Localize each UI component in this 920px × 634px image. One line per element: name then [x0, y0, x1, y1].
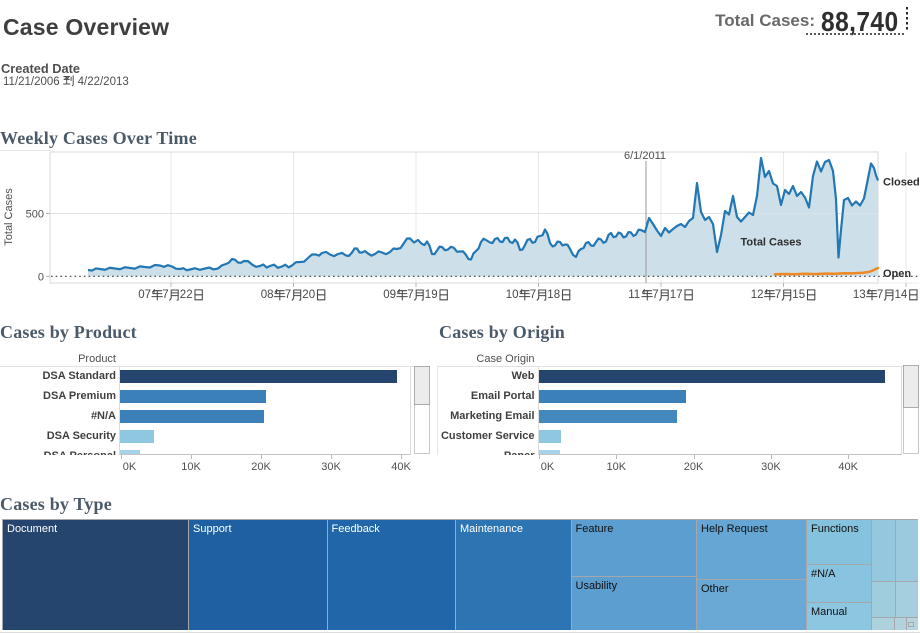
svg-text:Open: Open	[883, 268, 911, 280]
svg-text:Total Cases: Total Cases	[741, 237, 802, 249]
svg-text:7: 7	[162, 289, 168, 301]
svg-text:Closed: Closed	[883, 177, 920, 189]
svg-text:13: 13	[853, 289, 866, 301]
svg-text:08: 08	[261, 289, 274, 301]
svg-text:7: 7	[652, 289, 658, 301]
svg-text:7: 7	[530, 289, 536, 301]
svg-text:6/1/2011: 6/1/2011	[624, 150, 666, 162]
svg-text:7: 7	[877, 289, 883, 301]
svg-text:7: 7	[285, 289, 291, 301]
svg-text:7: 7	[775, 289, 781, 301]
svg-text:07: 07	[138, 289, 151, 301]
svg-text:09: 09	[383, 289, 396, 301]
svg-text:Total Cases: Total Cases	[3, 188, 15, 246]
svg-text:14: 14	[895, 289, 908, 301]
svg-text:500: 500	[26, 209, 44, 221]
svg-text:15: 15	[792, 289, 805, 301]
svg-text:0: 0	[38, 271, 44, 283]
svg-text:19: 19	[425, 289, 438, 301]
svg-text:22: 22	[180, 289, 193, 301]
svg-text:12: 12	[751, 289, 764, 301]
svg-text:10: 10	[506, 289, 519, 301]
svg-text:11: 11	[628, 289, 640, 301]
svg-text:18: 18	[547, 289, 560, 301]
svg-text:7: 7	[407, 289, 413, 301]
svg-text:17: 17	[670, 289, 683, 301]
svg-text:20: 20	[302, 289, 315, 301]
